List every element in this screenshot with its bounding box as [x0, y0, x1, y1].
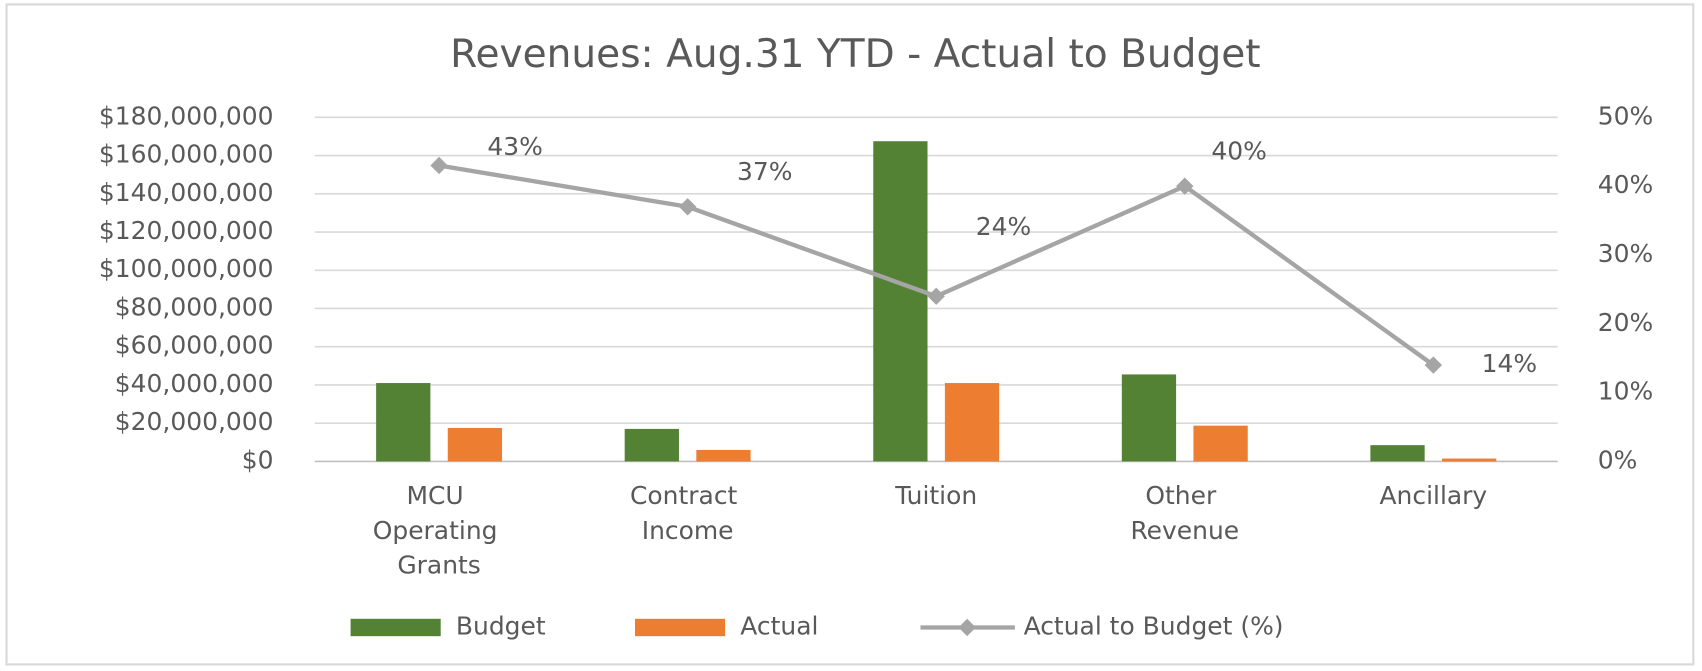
line-marker	[927, 287, 945, 305]
chart-frame	[5, 3, 1695, 666]
x-tick-label: Contract Income	[630, 481, 745, 545]
bar	[1370, 445, 1425, 462]
bar	[873, 141, 928, 462]
legend-swatch	[634, 618, 726, 637]
legend-label: Budget	[456, 611, 546, 640]
line-marker	[678, 198, 697, 216]
bar	[1193, 425, 1248, 462]
x-tick-label: MCU Operating Grants	[373, 481, 506, 579]
data-label: 24%	[976, 212, 1031, 241]
y-tick-label: $140,000,000	[99, 178, 274, 207]
legend-label: Actual to Budget (%)	[1024, 611, 1284, 640]
legend-swatch	[350, 618, 441, 637]
y-tick-label: $40,000,000	[115, 369, 274, 398]
y-tick-label: $160,000,000	[99, 140, 274, 169]
y2-tick-label: 30%	[1598, 239, 1653, 268]
data-label: 14%	[1482, 349, 1537, 378]
legend-label: Actual	[740, 611, 818, 640]
y2-tick-label: 10%	[1598, 377, 1653, 406]
y-tick-label: $120,000,000	[99, 216, 274, 245]
y2-tick-label: 20%	[1598, 308, 1653, 337]
data-label: 37%	[737, 157, 792, 186]
bar	[1442, 458, 1497, 462]
x-tick-label: Other Revenue	[1130, 481, 1239, 545]
y2-tick-label: 50%	[1598, 101, 1653, 130]
data-label: 43%	[487, 132, 542, 161]
data-label: 40%	[1211, 136, 1266, 165]
y-tick-label: $60,000,000	[115, 331, 274, 360]
y-tick-label: $0	[242, 445, 274, 474]
bar	[696, 449, 751, 462]
x-tick-label: Ancillary	[1379, 481, 1487, 510]
bar	[376, 383, 431, 462]
y-tick-label: $100,000,000	[99, 254, 274, 283]
bar	[447, 427, 503, 462]
y2-tick-label: 40%	[1598, 170, 1653, 199]
y-tick-label: $20,000,000	[115, 407, 274, 436]
bar	[944, 383, 1000, 462]
y-tick-label: $180,000,000	[99, 101, 274, 130]
chart-title: Revenues: Aug.31 YTD - Actual to Budget	[450, 32, 1261, 77]
y-tick-label: $80,000,000	[115, 292, 274, 321]
x-tick-label: Tuition	[894, 481, 977, 510]
bar	[624, 428, 679, 462]
y2-tick-label: 0%	[1598, 445, 1638, 474]
bar	[1121, 374, 1177, 462]
legend-marker	[958, 618, 976, 637]
